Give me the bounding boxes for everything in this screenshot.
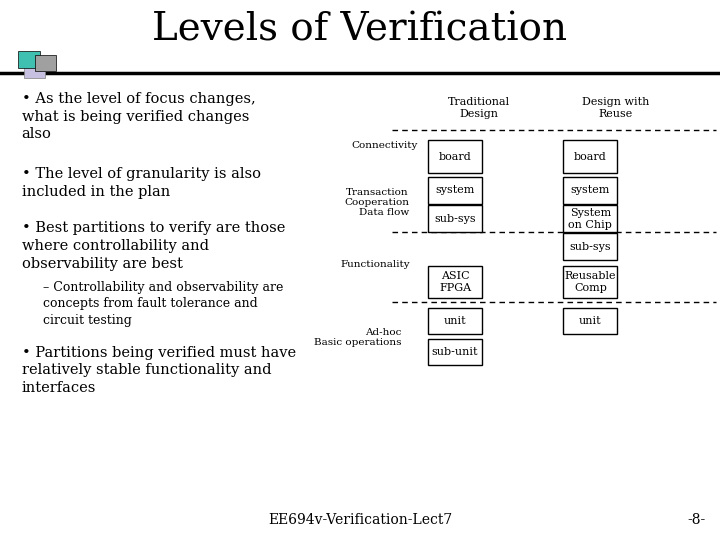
Text: sub-sys: sub-sys — [434, 214, 476, 224]
FancyBboxPatch shape — [428, 177, 482, 204]
FancyBboxPatch shape — [428, 140, 482, 173]
Text: • Best partitions to verify are those
where controllability and
observability ar: • Best partitions to verify are those wh… — [22, 221, 285, 271]
Text: • As the level of focus changes,
what is being verified changes
also: • As the level of focus changes, what is… — [22, 92, 256, 141]
FancyBboxPatch shape — [428, 308, 482, 334]
Text: ASIC
FPGA: ASIC FPGA — [439, 271, 471, 293]
Text: unit: unit — [579, 316, 602, 326]
Text: unit: unit — [444, 316, 467, 326]
FancyBboxPatch shape — [563, 177, 618, 204]
Text: Reusable
Comp: Reusable Comp — [564, 271, 616, 293]
FancyBboxPatch shape — [563, 233, 618, 260]
Text: Connectivity: Connectivity — [351, 141, 418, 150]
FancyBboxPatch shape — [563, 266, 618, 298]
Text: -8-: -8- — [688, 512, 706, 526]
Text: System
on Chip: System on Chip — [569, 208, 612, 230]
FancyBboxPatch shape — [428, 205, 482, 232]
Text: Ad-hoc
Basic operations: Ad-hoc Basic operations — [314, 328, 402, 347]
Text: system: system — [436, 185, 474, 195]
Text: Traditional
Design: Traditional Design — [448, 97, 510, 119]
Text: Levels of Verification: Levels of Verification — [153, 11, 567, 48]
Text: system: system — [571, 185, 610, 195]
FancyBboxPatch shape — [563, 308, 618, 334]
Text: EE694v-Verification-Lect7: EE694v-Verification-Lect7 — [268, 512, 452, 526]
FancyBboxPatch shape — [24, 62, 45, 78]
FancyBboxPatch shape — [563, 205, 618, 232]
Text: • The level of granularity is also
included in the plan: • The level of granularity is also inclu… — [22, 167, 261, 199]
Text: Design with
Reuse: Design with Reuse — [582, 97, 649, 119]
FancyBboxPatch shape — [563, 140, 618, 173]
Text: board: board — [438, 152, 472, 161]
Text: Transaction
Cooperation
Data flow: Transaction Cooperation Data flow — [344, 187, 409, 218]
Text: • Partitions being verified must have
relatively stable functionality and
interf: • Partitions being verified must have re… — [22, 346, 296, 395]
Text: board: board — [574, 152, 607, 161]
Text: sub-unit: sub-unit — [432, 347, 478, 357]
Text: Functionality: Functionality — [341, 260, 410, 269]
FancyBboxPatch shape — [18, 51, 40, 68]
FancyBboxPatch shape — [428, 266, 482, 298]
FancyBboxPatch shape — [428, 339, 482, 365]
FancyBboxPatch shape — [35, 55, 56, 71]
Text: – Controllability and observability are
concepts from fault tolerance and
circui: – Controllability and observability are … — [43, 281, 284, 327]
Text: sub-sys: sub-sys — [570, 242, 611, 252]
